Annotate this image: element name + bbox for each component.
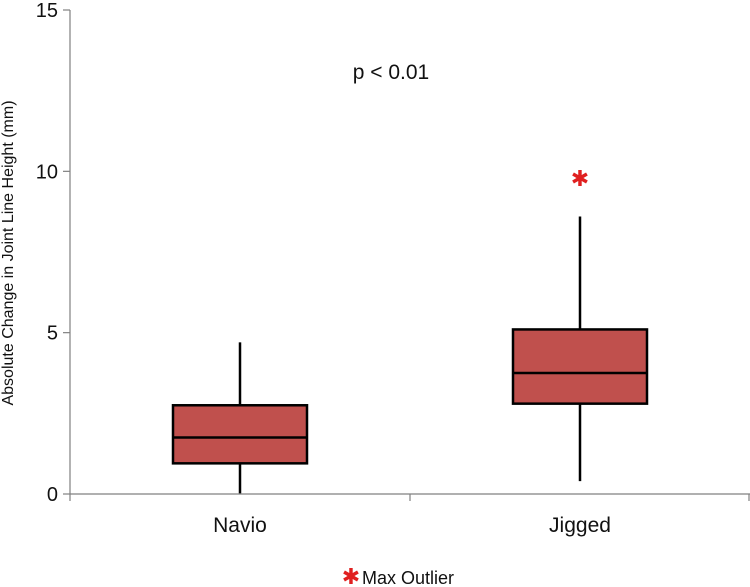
y-tick-label: 5 [47, 323, 58, 345]
x-category-label: Navio [213, 514, 267, 537]
y-tick-label: 10 [36, 161, 58, 183]
p-value-annotation: p < 0.01 [353, 61, 429, 84]
outlier-marker: ✱ [571, 166, 589, 191]
iqr-box [171, 404, 309, 465]
box-navio: Navio [171, 342, 309, 537]
y-tick-label: 15 [36, 0, 58, 22]
legend-outlier-label: Max Outlier [362, 568, 454, 587]
boxes: Navio ✱ Jigged [171, 166, 649, 537]
legend: ✱ Max Outlier [342, 564, 454, 587]
y-axis-label: Absolute Change in Joint Line Height (mm… [0, 100, 17, 405]
y-axis-ticks: 0 5 10 15 [36, 0, 70, 506]
box-jigged: ✱ Jigged [511, 166, 649, 537]
legend-outlier-marker: ✱ [342, 564, 360, 587]
axes [69, 10, 750, 501]
iqr-box [511, 328, 649, 405]
x-category-label: Jigged [549, 514, 611, 537]
y-tick-label: 0 [47, 484, 58, 506]
